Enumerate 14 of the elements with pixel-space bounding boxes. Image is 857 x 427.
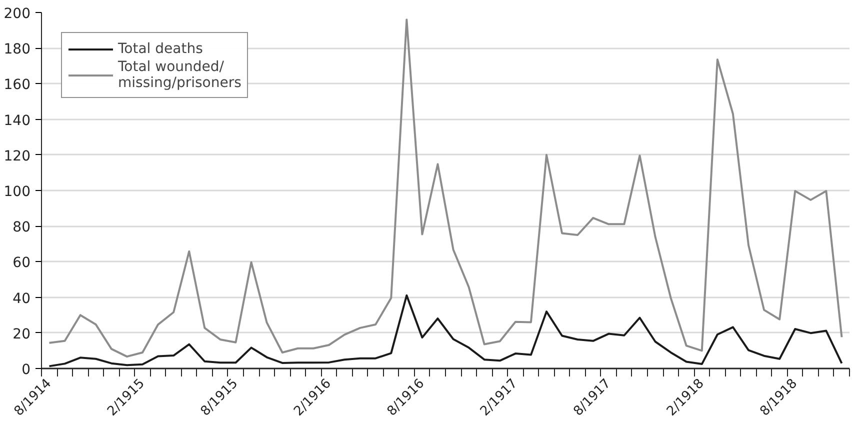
y-tick-label: 200	[4, 6, 31, 22]
y-tick-label: 60	[12, 255, 31, 272]
y-tick-label: 140	[4, 112, 31, 129]
y-tick-label: 80	[12, 220, 31, 236]
legend-label: Total wounded/missing/prisoners	[118, 59, 242, 91]
y-tick-label: 180	[4, 42, 31, 58]
y-tick-label: 20	[12, 326, 31, 342]
y-tick-label: 100	[4, 184, 31, 200]
y-tick-label: 160	[4, 77, 31, 94]
line-series	[48, 18, 843, 358]
y-tick-label: 40	[12, 290, 31, 307]
y-tick-label: 120	[4, 148, 31, 164]
legend-label: Total deaths	[118, 41, 203, 57]
y-tick-label: 0	[22, 362, 31, 378]
